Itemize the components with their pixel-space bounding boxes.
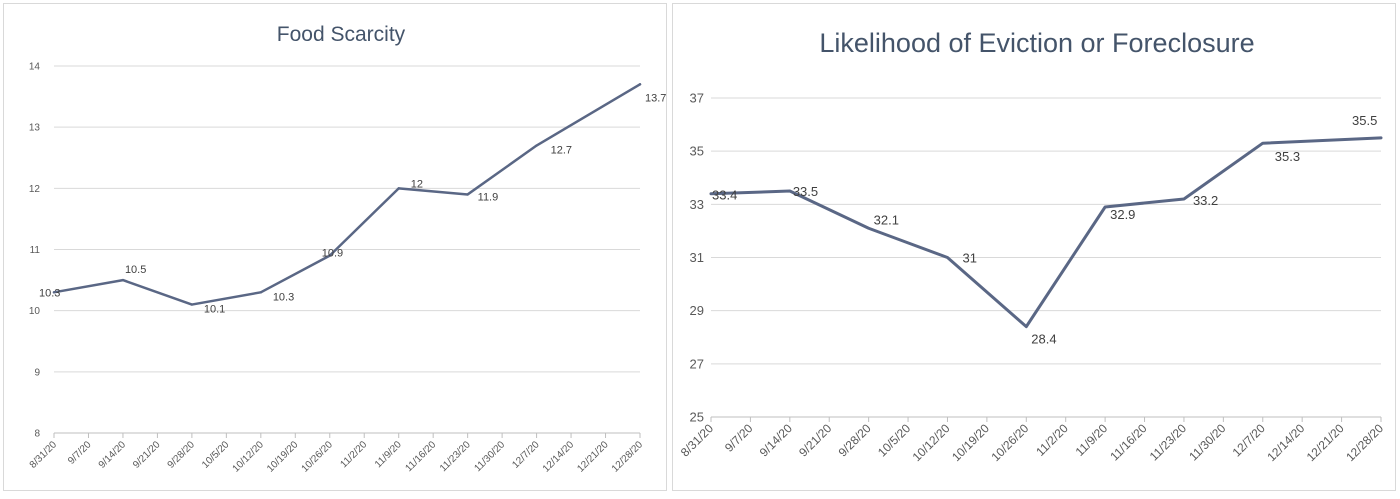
data-point bbox=[121, 278, 125, 282]
chart-title: Food Scarcity bbox=[277, 23, 406, 46]
data-label: 31 bbox=[962, 251, 976, 266]
x-tick-label: 10/12/20 bbox=[231, 439, 267, 475]
data-point bbox=[788, 189, 792, 193]
data-point bbox=[867, 227, 870, 230]
data-label: 12 bbox=[411, 178, 423, 190]
data-point bbox=[328, 254, 331, 257]
y-tick-label: 8 bbox=[34, 429, 40, 440]
x-tick-label: 11/9/20 bbox=[1073, 421, 1111, 459]
data-point bbox=[946, 256, 949, 259]
y-tick-label: 13 bbox=[29, 123, 41, 134]
data-point bbox=[259, 291, 263, 294]
x-tick-label: 10/5/20 bbox=[875, 421, 913, 459]
x-tick-label: 12/14/20 bbox=[541, 439, 577, 475]
data-label: 10.5 bbox=[125, 264, 146, 276]
x-tick-label: 9/14/20 bbox=[97, 439, 129, 471]
data-label: 10.1 bbox=[204, 304, 225, 316]
data-point bbox=[52, 291, 56, 294]
x-tick-label: 9/28/20 bbox=[836, 421, 874, 459]
data-point bbox=[1379, 136, 1383, 140]
data-point bbox=[1261, 141, 1264, 145]
chart-panel-eviction-foreclosure: Likelihood of Eviction or Foreclosure 25… bbox=[672, 3, 1396, 491]
y-tick-label: 35 bbox=[690, 144, 704, 159]
series-line bbox=[709, 136, 1383, 329]
data-label: 10.3 bbox=[39, 287, 60, 299]
y-tick-label: 37 bbox=[690, 91, 704, 106]
data-point bbox=[1182, 197, 1186, 201]
eviction-foreclosure-chart: Likelihood of Eviction or Foreclosure 25… bbox=[678, 28, 1386, 464]
x-tick-label: 9/21/20 bbox=[131, 439, 163, 471]
x-tick-label: 11/23/20 bbox=[1147, 421, 1190, 464]
data-label: 32.9 bbox=[1110, 207, 1135, 222]
data-point bbox=[709, 192, 713, 195]
data-point bbox=[190, 303, 194, 306]
x-tick-label: 10/26/20 bbox=[300, 439, 336, 475]
y-tick-label: 27 bbox=[690, 356, 704, 371]
data-point bbox=[466, 193, 469, 196]
y-tick-label: 31 bbox=[690, 250, 704, 265]
y-tick-label: 33 bbox=[690, 197, 704, 212]
y-tick-label: 25 bbox=[690, 410, 704, 425]
x-tick-label: 11/2/20 bbox=[339, 439, 370, 470]
x-tick-label: 11/30/20 bbox=[1186, 421, 1229, 464]
x-tick-label: 12/21/20 bbox=[1304, 421, 1347, 464]
x-tick-label: 8/31/20 bbox=[28, 439, 60, 471]
data-label: 33.2 bbox=[1193, 193, 1218, 208]
x-tick-label: 12/28/20 bbox=[1343, 421, 1386, 464]
data-label: 35.5 bbox=[1352, 113, 1377, 128]
data-label: 33.5 bbox=[793, 184, 818, 199]
data-point bbox=[1025, 325, 1028, 328]
data-label: 13.7 bbox=[645, 92, 666, 104]
y-tick-label: 10 bbox=[29, 306, 41, 317]
x-tick-label: 11/23/20 bbox=[438, 439, 473, 474]
x-tick-label: 12/7/20 bbox=[510, 439, 542, 471]
x-tick-label: 12/7/20 bbox=[1230, 421, 1268, 459]
data-label: 11.9 bbox=[478, 191, 499, 203]
data-label: 10.3 bbox=[273, 291, 294, 303]
x-tick-label: 12/21/20 bbox=[575, 439, 611, 475]
data-label: 32.1 bbox=[874, 212, 899, 227]
data-label: 10.9 bbox=[322, 248, 343, 260]
data-point bbox=[1103, 205, 1107, 209]
x-tick-label: 9/14/20 bbox=[757, 421, 795, 459]
y-tick-label: 12 bbox=[29, 184, 41, 195]
x-tick-label: 11/16/20 bbox=[1107, 421, 1150, 464]
chart-title: Likelihood of Eviction or Foreclosure bbox=[819, 28, 1254, 58]
x-tick-label: 9/21/20 bbox=[796, 421, 834, 459]
x-tick-label: 9/7/20 bbox=[722, 421, 756, 455]
x-tick-label: 10/19/20 bbox=[265, 439, 301, 475]
x-tick-label: 10/19/20 bbox=[949, 421, 992, 464]
x-tick-label: 10/26/20 bbox=[988, 421, 1031, 464]
data-point bbox=[638, 83, 642, 86]
x-tick-label: 8/31/20 bbox=[678, 421, 716, 459]
data-label: 12.7 bbox=[551, 145, 572, 157]
x-tick-label: 11/30/20 bbox=[472, 439, 507, 474]
x-tick-label: 12/28/20 bbox=[610, 439, 646, 475]
x-tick-label: 11/9/20 bbox=[373, 439, 404, 470]
y-tick-label: 14 bbox=[29, 62, 41, 73]
data-point bbox=[535, 144, 538, 147]
data-label: 35.3 bbox=[1275, 149, 1300, 164]
data-label: 28.4 bbox=[1031, 332, 1056, 347]
data-point bbox=[397, 187, 400, 190]
x-tick-label: 11/2/20 bbox=[1033, 421, 1071, 459]
x-tick-label: 11/16/20 bbox=[404, 439, 439, 474]
x-tick-label: 9/28/20 bbox=[166, 439, 198, 471]
y-tick-label: 11 bbox=[30, 245, 41, 256]
y-tick-label: 29 bbox=[690, 303, 704, 318]
chart-panel-food-scarcity: Food Scarcity 8 9 10 11 12 13 14 8/31/20 9/7/20 9… bbox=[3, 3, 667, 491]
y-tick-label: 9 bbox=[34, 367, 40, 378]
x-tick-label: 9/7/20 bbox=[66, 439, 94, 467]
x-tick-label: 10/12/20 bbox=[910, 421, 953, 464]
data-label: 33.4 bbox=[712, 188, 737, 203]
x-tick-label: 12/14/20 bbox=[1264, 421, 1307, 464]
x-tick-label: 10/5/20 bbox=[200, 439, 232, 471]
